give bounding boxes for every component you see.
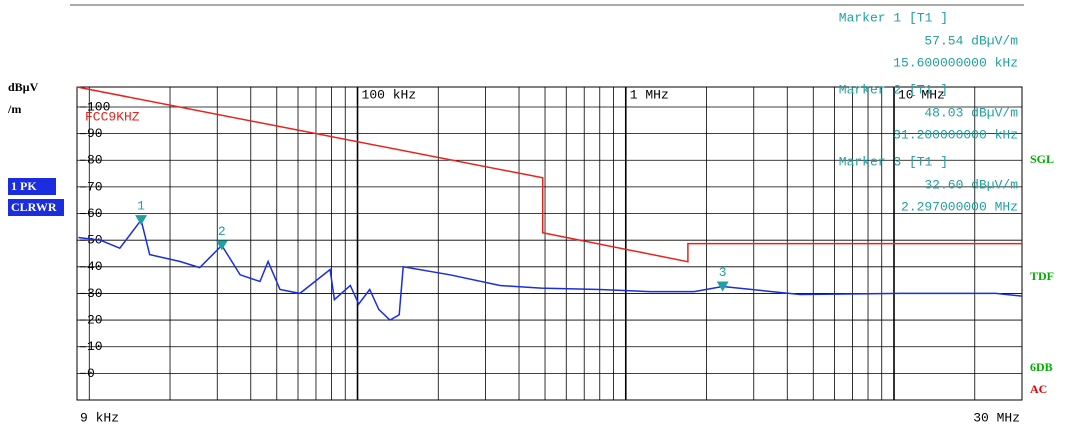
status-label: AC: [1030, 382, 1047, 396]
trace-label: 1 PK: [11, 179, 37, 193]
trace-box: [8, 178, 56, 195]
marker-header: Marker 3 [T1 ]: [839, 154, 948, 169]
marker-triangle: [135, 215, 148, 226]
trace-box: [8, 199, 64, 216]
status-label: TDF: [1030, 269, 1054, 283]
y-tick-label: 10: [87, 339, 103, 354]
x-tick-label: 100 kHz: [362, 87, 417, 102]
y-unit: dBµV: [8, 80, 39, 94]
y-tick-label: 60: [87, 206, 103, 221]
y-tick-label: 100: [87, 99, 110, 114]
marker-number: 1: [137, 199, 145, 214]
marker-number: 2: [218, 224, 226, 239]
marker-frequency: 15.600000000 kHz: [893, 55, 1018, 70]
marker-frequency: 31.200000000 kHz: [893, 127, 1018, 142]
y-tick-label: 90: [87, 126, 103, 141]
trace-label: CLRWR: [11, 200, 57, 214]
marker-number: 3: [719, 265, 727, 280]
x-start-label: 9 kHz: [80, 410, 119, 425]
marker-header: Marker 2 [T1 ]: [839, 82, 948, 97]
y-tick-label: 30: [87, 286, 103, 301]
y-tick-label: 40: [87, 259, 103, 274]
x-tick-label: 10 MHz: [898, 87, 945, 102]
y-tick-label: 20: [87, 313, 103, 328]
marker-frequency: 2.297000000 MHz: [901, 199, 1018, 214]
series-line: [78, 218, 1023, 322]
marker-header: Marker 1 [T1 ]: [839, 10, 948, 25]
y-tick-label: 0: [87, 366, 95, 381]
series-line: [76, 86, 1022, 263]
limit-line-label: FCC9KHZ: [85, 109, 140, 124]
y-tick-label: 70: [87, 179, 103, 194]
y-tick-label: 80: [87, 153, 103, 168]
marker-triangle: [716, 281, 729, 292]
marker-level: 32.60 dBµV/m: [924, 177, 1018, 192]
status-label: 6DB: [1030, 360, 1053, 374]
x-stop-label: 30 MHz: [973, 410, 1020, 425]
marker-level: 48.03 dBµV/m: [924, 105, 1018, 120]
x-tick-label: 1 MHz: [630, 87, 669, 102]
marker-level: 57.54 dBµV/m: [924, 33, 1018, 48]
marker-triangle: [215, 240, 228, 251]
y-unit: /m: [7, 102, 21, 116]
status-label: SGL: [1030, 152, 1054, 166]
